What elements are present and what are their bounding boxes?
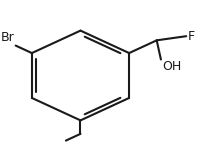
Text: F: F <box>187 30 194 43</box>
Text: OH: OH <box>162 60 181 73</box>
Text: Br: Br <box>1 31 15 44</box>
